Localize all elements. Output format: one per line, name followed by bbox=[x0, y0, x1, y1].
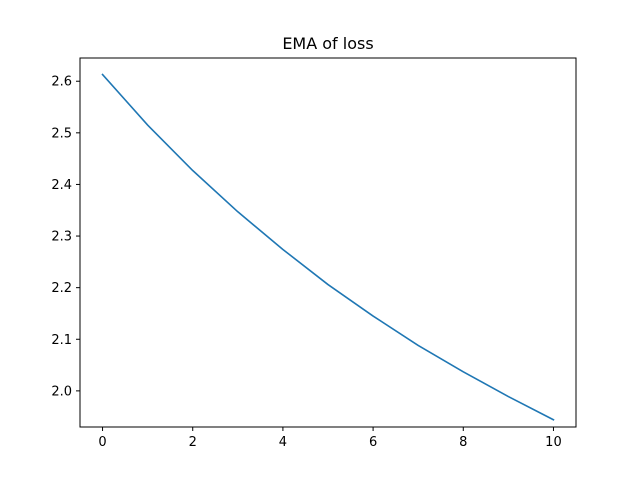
x-tick-label: 2 bbox=[189, 435, 197, 450]
y-tick-label: 2.1 bbox=[51, 333, 72, 348]
axes-frame bbox=[79, 57, 577, 428]
y-tick-label: 2.3 bbox=[51, 230, 72, 245]
plot-area: 0 2 4 6 8 10 2.0 2.1 2.2 2.3 2.4 2.5 2.6 bbox=[51, 57, 577, 450]
x-tick-label: 8 bbox=[459, 435, 467, 450]
y-tick-label: 2.2 bbox=[51, 281, 72, 296]
x-tick-label: 4 bbox=[279, 435, 287, 450]
x-tick-label: 6 bbox=[369, 435, 377, 450]
chart-title: EMA of loss bbox=[282, 34, 373, 53]
y-tick-label: 2.5 bbox=[51, 126, 72, 141]
series-line-0 bbox=[101, 73, 555, 421]
x-tick-label: 10 bbox=[545, 435, 562, 450]
x-tick-label: 0 bbox=[98, 435, 106, 450]
y-tick-label: 2.0 bbox=[51, 384, 72, 399]
y-tick-label: 2.4 bbox=[51, 178, 72, 193]
y-tick-label: 2.6 bbox=[51, 75, 72, 90]
